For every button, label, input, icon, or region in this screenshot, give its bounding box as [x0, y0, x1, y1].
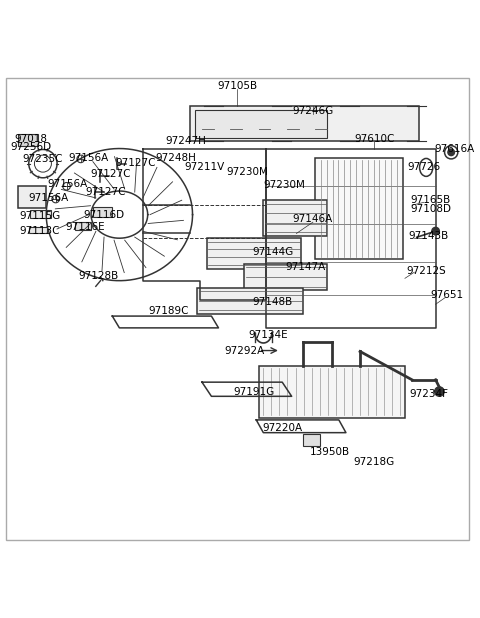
Bar	[259, 366, 405, 418]
Bar	[30, 210, 51, 218]
Text: 97191G: 97191G	[233, 387, 275, 397]
Text: 97127C: 97127C	[85, 187, 125, 197]
Text: 97105B: 97105B	[217, 81, 257, 91]
Bar	[315, 158, 403, 260]
Text: 97156A: 97156A	[69, 153, 109, 163]
Text: 97134E: 97134E	[248, 330, 288, 340]
Bar	[197, 288, 303, 314]
Text: 97211V: 97211V	[184, 163, 225, 172]
Text: 97247H: 97247H	[165, 137, 206, 146]
Text: 97235C: 97235C	[23, 154, 63, 164]
Circle shape	[432, 227, 439, 235]
Text: 97144G: 97144G	[252, 247, 293, 257]
Text: 97234F: 97234F	[409, 389, 448, 399]
Text: 97246G: 97246G	[292, 106, 334, 116]
Bar	[264, 200, 327, 236]
Text: 97018: 97018	[14, 134, 48, 144]
Text: 97616A: 97616A	[434, 143, 475, 153]
Text: 97108D: 97108D	[410, 204, 451, 214]
Text: 97212S: 97212S	[406, 266, 446, 276]
Text: 97726: 97726	[407, 163, 440, 172]
Text: 97147A: 97147A	[286, 261, 326, 271]
Text: 97146A: 97146A	[293, 214, 333, 224]
Bar	[195, 110, 327, 138]
Text: 97220A: 97220A	[262, 423, 302, 433]
Text: 97256D: 97256D	[11, 142, 52, 151]
Text: 97248H: 97248H	[156, 153, 196, 163]
Text: 97165B: 97165B	[411, 195, 451, 205]
Text: 97113C: 97113C	[20, 226, 60, 236]
Bar	[244, 264, 327, 290]
Text: 13950B: 13950B	[309, 447, 349, 457]
Bar	[207, 238, 301, 269]
Bar	[18, 134, 38, 146]
Text: 97189C: 97189C	[149, 307, 189, 316]
Text: 97230M: 97230M	[264, 180, 305, 190]
Text: 97292A: 97292A	[224, 345, 264, 355]
Text: 97116D: 97116D	[84, 210, 125, 219]
Bar	[74, 222, 91, 230]
Text: 97128B: 97128B	[78, 271, 118, 281]
Bar	[94, 206, 112, 217]
Text: 97127C: 97127C	[91, 169, 131, 179]
Text: 97156A: 97156A	[48, 179, 87, 189]
Text: 97148B: 97148B	[252, 297, 293, 307]
Text: 97610C: 97610C	[354, 134, 395, 144]
Text: 97127C: 97127C	[116, 158, 156, 167]
Text: 97143B: 97143B	[408, 231, 449, 241]
Circle shape	[448, 149, 455, 156]
Text: 97230M: 97230M	[226, 167, 268, 177]
Bar	[18, 186, 46, 208]
Bar	[303, 434, 320, 446]
Text: 97651: 97651	[431, 290, 464, 300]
Text: 97115G: 97115G	[20, 211, 60, 221]
Text: 97218G: 97218G	[354, 457, 395, 467]
Text: 97156A: 97156A	[28, 193, 69, 203]
Text: 97116E: 97116E	[65, 222, 105, 232]
Circle shape	[435, 387, 444, 396]
Bar	[190, 106, 419, 142]
Bar	[29, 227, 47, 234]
